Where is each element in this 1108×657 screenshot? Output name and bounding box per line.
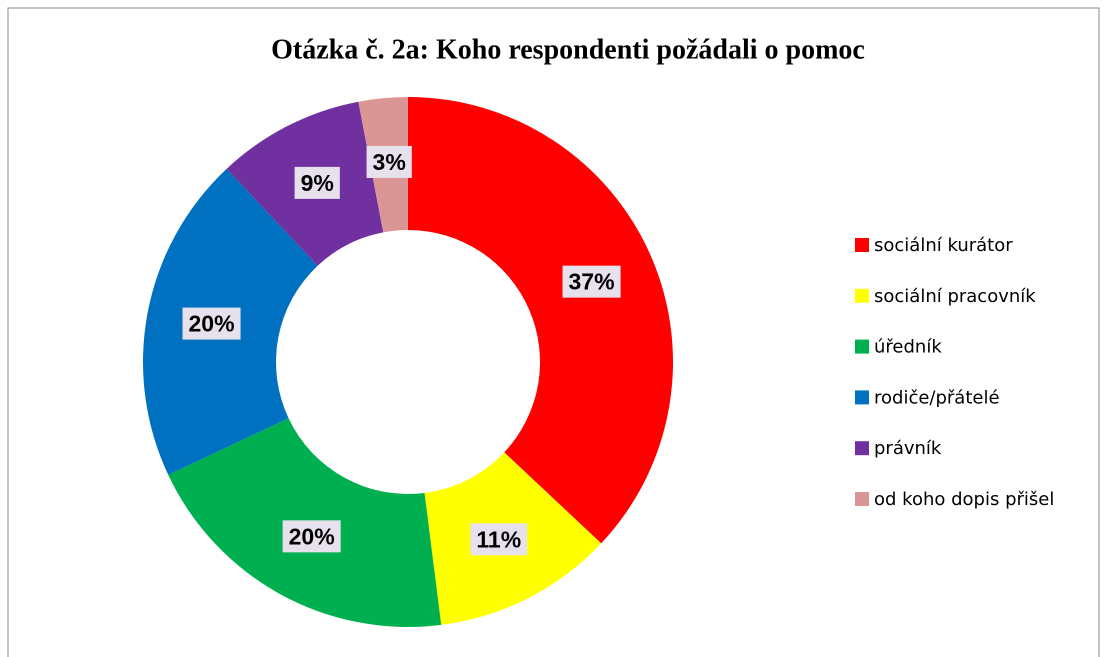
data-label: 37% xyxy=(569,269,615,295)
legend-swatch xyxy=(855,390,869,405)
legend-swatch xyxy=(855,492,869,506)
legend-label: právník xyxy=(874,438,942,459)
legend-swatch xyxy=(855,288,869,303)
legend-swatch xyxy=(855,238,869,252)
data-label: 11% xyxy=(476,526,521,552)
data-label-bg xyxy=(470,523,528,556)
donut-slice xyxy=(408,97,673,544)
legend-swatch xyxy=(855,339,869,354)
legend-label: sociální kurátor xyxy=(874,235,1013,256)
legend-label: rodiče/přátelé xyxy=(874,387,1000,408)
legend-label: sociální pracovník xyxy=(874,286,1036,307)
legend-label: od koho dopis přišel xyxy=(874,489,1054,510)
data-label: 20% xyxy=(289,523,335,549)
data-label-bg xyxy=(294,166,340,199)
legend-swatch xyxy=(855,441,869,456)
legend-label: úředník xyxy=(874,337,942,358)
data-label-bg xyxy=(282,520,341,553)
data-label: 9% xyxy=(301,170,334,196)
chart-title: Otázka č. 2a: Koho respondenti požádali … xyxy=(271,34,865,65)
data-label-bg xyxy=(182,307,241,340)
data-label: 3% xyxy=(373,149,406,175)
data-label: 20% xyxy=(189,311,235,337)
data-label-bg xyxy=(366,145,412,178)
data-label-bg xyxy=(562,265,621,298)
